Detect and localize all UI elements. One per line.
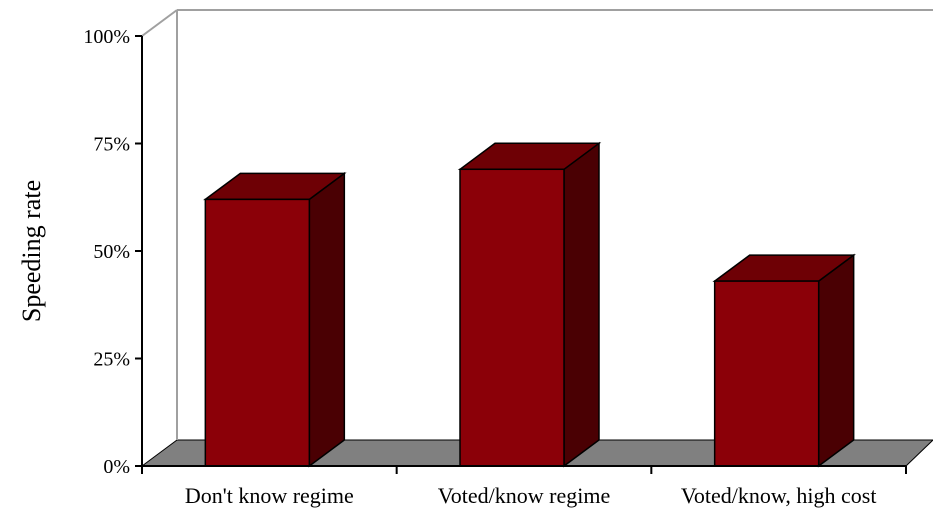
x-category-label: Voted/know, high cost xyxy=(681,483,877,508)
bars-layer xyxy=(203,141,856,468)
bar xyxy=(457,141,602,468)
bar-front-face xyxy=(713,280,820,467)
bar xyxy=(203,171,347,468)
bar-side-face xyxy=(563,141,600,468)
bar-side-face xyxy=(817,253,855,468)
x-ticks-layer: Don't know regime Voted/know regime Voted/… xyxy=(141,466,907,508)
bar-front-face xyxy=(459,168,565,467)
bar-front-face xyxy=(204,198,311,467)
x-category-label: Voted/know regime xyxy=(438,483,611,508)
y-tick-label: 0% xyxy=(103,456,130,478)
x-category-label: Don't know regime xyxy=(185,483,354,508)
bar xyxy=(712,253,856,468)
y-axis-label: Speeding rate xyxy=(17,180,46,322)
bar-side-face xyxy=(308,171,346,468)
y-ticks-layer: 0% 25% 50% 75% 100% xyxy=(83,26,142,478)
y-tick-label: 75% xyxy=(93,134,130,156)
y-tick-label: 100% xyxy=(83,26,130,48)
y-tick-label: 25% xyxy=(93,349,130,371)
side-wall-top-edge xyxy=(141,9,178,37)
y-tick-label: 50% xyxy=(93,241,130,263)
